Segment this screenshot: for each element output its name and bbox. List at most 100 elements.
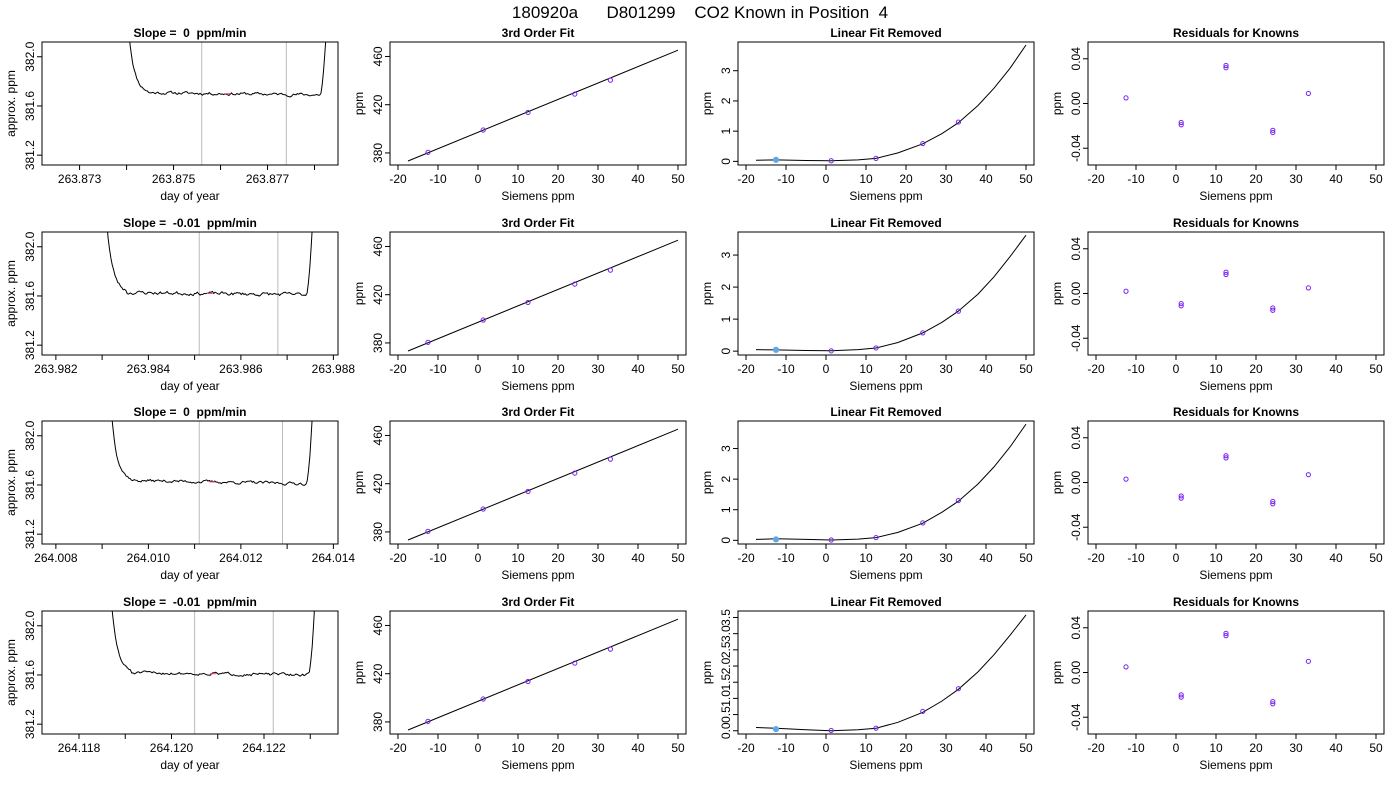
axes-frame (389, 231, 687, 356)
x-tick-label: 10 (859, 741, 873, 755)
data-point (873, 345, 879, 351)
data-point (1223, 269, 1229, 275)
y-tick-label: 382.0 (23, 610, 37, 640)
x-tick-label: 20 (1249, 362, 1263, 376)
y-tick-label: 381.2 (23, 330, 37, 360)
x-tick-label: 40 (631, 741, 645, 755)
x-tick-label: 50 (671, 362, 685, 376)
panel-0-3: Residuals for Knowns -20 -10 0 10 20 30 40 50 -0.… (1050, 26, 1385, 203)
panel-title: Residuals for Knowns (1173, 216, 1299, 230)
x-tick-label: -20 (389, 362, 407, 376)
y-tick-label: 1.5 (719, 674, 733, 691)
x-tick-label: 0 (823, 172, 830, 186)
data-point (425, 149, 431, 155)
panel-title: 3rd Order Fit (502, 595, 575, 609)
panel-3-3: Residuals for Knowns -20 -10 0 10 20 30 40 50 -0.… (1050, 595, 1385, 772)
plot-area (1123, 453, 1312, 507)
panel-title: Slope = -0.01 ppm/min (123, 216, 257, 230)
axes-frame (41, 41, 339, 166)
data-point (1270, 698, 1276, 705)
data-point (1270, 498, 1276, 505)
y-tick-label: 2 (719, 475, 733, 482)
data-point (607, 646, 614, 652)
y-tick-label: 2 (719, 283, 733, 290)
x-tick-label: -10 (777, 741, 795, 755)
x-tick-label: 30 (939, 741, 953, 755)
x-tick-label: -20 (737, 172, 755, 186)
y-tick-label: -0.04 (1069, 134, 1083, 162)
data-point (607, 77, 614, 83)
x-tick-label: -10 (1127, 362, 1145, 376)
x-tick-label: 264.120 (150, 741, 194, 755)
x-tick-label: 20 (551, 362, 565, 376)
data-point (525, 109, 531, 116)
trace-line (111, 421, 313, 486)
x-tick-label: 0 (475, 741, 482, 755)
x-tick-label: 40 (1329, 551, 1343, 565)
y-tick-label: 3.0 (719, 625, 733, 642)
y-tick-label: 0.04 (1069, 47, 1083, 71)
y-axis-label: ppm (352, 471, 366, 494)
x-tick-label: 30 (939, 172, 953, 186)
plot-area (407, 428, 679, 541)
trace-line (129, 42, 327, 98)
x-tick-label: 20 (551, 741, 565, 755)
y-axis-label: approx. ppm (4, 70, 18, 137)
y-tick-label: 1 (719, 127, 733, 134)
x-tick-label: 10 (859, 551, 873, 565)
x-tick-label: 30 (1289, 362, 1303, 376)
data-point (1270, 129, 1276, 136)
x-tick-label: 0 (475, 551, 482, 565)
x-tick-label: -10 (777, 362, 795, 376)
x-tick-label: 40 (979, 551, 993, 565)
data-point (920, 520, 926, 526)
y-axis-label: ppm (700, 282, 714, 305)
y-tick-label: -0.04 (1069, 513, 1083, 541)
x-axis-label: Siemens ppm (501, 189, 574, 203)
fit-line (407, 49, 679, 162)
x-axis-label: Siemens ppm (1199, 758, 1272, 772)
trace-line (111, 611, 315, 677)
x-axis-label: day of year (160, 379, 219, 393)
y-axis-label: ppm (700, 471, 714, 494)
axes-frame (389, 610, 687, 735)
x-tick-label: 20 (551, 172, 565, 186)
axes-frame (737, 610, 1035, 735)
data-point (425, 718, 431, 724)
x-tick-label: -20 (389, 551, 407, 565)
data-point (525, 678, 531, 685)
data-point (572, 660, 578, 666)
axes-frame (1087, 231, 1385, 356)
x-tick-label: 30 (1289, 172, 1303, 186)
y-tick-label: 0.5 (719, 706, 733, 723)
data-point (1305, 285, 1312, 291)
y-tick-label: 1 (719, 506, 733, 513)
x-tick-label: 263.982 (34, 362, 78, 376)
data-point (920, 708, 926, 714)
panel-title: Linear Fit Removed (830, 26, 941, 40)
panel-title: 3rd Order Fit (502, 405, 575, 419)
x-tick-label: 30 (939, 551, 953, 565)
x-tick-label: -20 (1087, 362, 1105, 376)
panel-title: Linear Fit Removed (830, 216, 941, 230)
data-point (920, 330, 926, 336)
panel-title: 3rd Order Fit (502, 216, 575, 230)
axes-frame (1087, 610, 1385, 735)
data-point (1123, 95, 1129, 101)
plot-area (407, 239, 679, 352)
x-tick-label: -20 (1087, 551, 1105, 565)
y-tick-label: 381.6 (23, 470, 37, 500)
x-axis-label: Siemens ppm (849, 568, 922, 582)
plot-area (755, 234, 1027, 354)
x-tick-label: 50 (1369, 172, 1383, 186)
x-tick-label: 264.008 (34, 551, 78, 565)
fit-line (407, 618, 679, 731)
x-tick-label: 40 (1329, 741, 1343, 755)
data-point (480, 506, 486, 512)
data-point (1178, 692, 1184, 698)
panel-2-1: 3rd Order Fit -20 -10 0 10 20 30 40 50 380 420 460 S… (352, 405, 687, 582)
panel-3-0: Slope = -0.01 ppm/min 264.118 264.120 264.1… (4, 595, 339, 772)
panel-1-2: Linear Fit Removed -20 -10 0 10 20 30 40 50 0 1 2 3 S… (700, 216, 1035, 393)
x-tick-label: 263.986 (219, 362, 263, 376)
